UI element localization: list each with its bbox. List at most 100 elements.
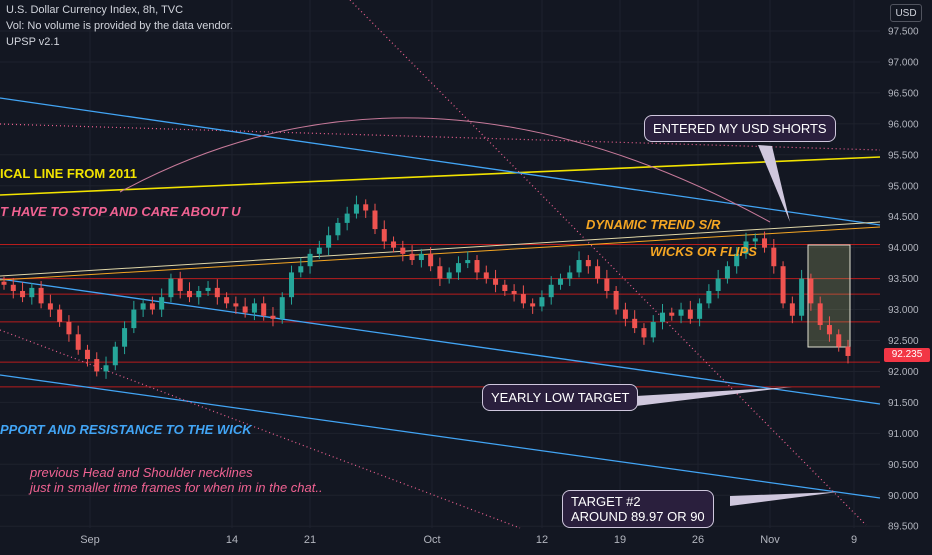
candle-body — [335, 222, 341, 236]
candle-body — [363, 204, 369, 211]
yearly-low-pointer — [636, 387, 792, 406]
candle-body — [595, 266, 601, 279]
candle-body — [66, 321, 72, 335]
candle-body — [279, 297, 285, 319]
dynamic-trend-note: DYNAMIC TREND S/R — [586, 217, 721, 232]
x-tick-label: Oct — [423, 534, 440, 546]
candle-body — [29, 287, 35, 298]
y-tick-label: 94.000 — [888, 243, 919, 254]
candle-body — [1, 281, 7, 285]
candle-body — [159, 297, 165, 310]
candle-body — [567, 272, 573, 279]
last-price-tag: 92.235 — [884, 348, 930, 362]
entered-shorts-callout: ENTERED MY USD SHORTS — [644, 115, 836, 142]
candle-body — [205, 287, 211, 291]
candle-body — [233, 303, 239, 307]
x-tick-label: Sep — [80, 534, 100, 546]
candle-body — [483, 272, 489, 279]
candle-body — [149, 303, 155, 310]
y-tick-label: 95.500 — [888, 150, 919, 161]
candle-body — [446, 272, 452, 279]
candle-body — [122, 328, 128, 347]
dotted-hline — [0, 123, 881, 151]
candle-body — [539, 297, 545, 307]
candle-body — [326, 235, 332, 248]
candle-body — [400, 247, 406, 254]
entered-pointer — [758, 145, 790, 222]
historical-trend-line — [0, 156, 881, 196]
candle-body — [557, 278, 563, 285]
chart-title: U.S. Dollar Currency Index, 8h, TVC — [6, 4, 184, 16]
candle-body — [381, 229, 387, 242]
candle-body — [224, 297, 230, 304]
candle-body — [196, 290, 202, 298]
hs-note-line2: just in smaller time frames for when im … — [30, 480, 323, 495]
candle-body — [771, 247, 777, 267]
y-tick-label: 97.000 — [888, 57, 919, 68]
upper-blue-line — [0, 97, 881, 226]
candle-body — [214, 287, 220, 298]
candle-body — [530, 303, 536, 307]
candle-body — [84, 349, 90, 360]
candle-body — [409, 253, 415, 261]
candle-body — [307, 253, 313, 267]
candle-body — [298, 266, 304, 273]
currency-button[interactable]: USD — [890, 4, 922, 22]
candle-body — [826, 325, 832, 335]
hs-note-line1: previous Head and Shoulder necklines — [30, 465, 253, 480]
candle-body — [455, 263, 461, 273]
candle-body — [734, 253, 740, 267]
y-tick-label: 91.500 — [888, 398, 919, 409]
x-tick-label: 14 — [226, 534, 238, 546]
y-tick-label: 96.000 — [888, 119, 919, 130]
middle-blue-line — [0, 278, 881, 405]
candle-body — [437, 266, 443, 279]
candle-body — [752, 238, 758, 242]
y-tick-label: 93.500 — [888, 274, 919, 285]
candle-body — [103, 365, 109, 372]
target2-line2: AROUND 89.97 OR 90 — [571, 509, 705, 524]
wicks-flips-note: WICKS OR FLIPS — [650, 244, 757, 259]
candle-body — [270, 315, 276, 319]
candle-body — [715, 278, 721, 291]
candle-body — [678, 309, 684, 316]
candle-body — [780, 266, 786, 304]
support-resistance-note: PPORT AND RESISTANCE TO THE WICK — [0, 422, 252, 437]
candle-body — [743, 241, 749, 254]
indicator-label[interactable]: UPSP v2.1 — [6, 36, 60, 48]
candle-body — [502, 284, 508, 291]
candle-body — [47, 303, 53, 310]
candle-body — [10, 284, 16, 291]
x-tick-label: 9 — [851, 534, 857, 546]
y-tick-label: 94.500 — [888, 212, 919, 223]
candle-body — [372, 210, 378, 230]
candle-body — [762, 238, 768, 248]
y-axis: 97.500 97.000 96.500 96.000 95.500 95.000 94.5… — [888, 27, 919, 533]
candle-body — [131, 309, 137, 329]
candle-body — [669, 312, 675, 316]
candle-body — [789, 303, 795, 316]
candle-body — [177, 278, 183, 291]
candle-body — [38, 287, 44, 304]
candle-body — [585, 260, 591, 267]
y-tick-label: 95.000 — [888, 181, 919, 192]
diagonal-dotted-line — [349, 0, 867, 526]
stop-care-note: T HAVE TO STOP AND CARE ABOUT U — [0, 204, 241, 219]
y-tick-label: 93.000 — [888, 305, 919, 316]
lower-dotted-line — [0, 329, 521, 529]
candle-body — [353, 204, 359, 214]
candle-body — [474, 260, 480, 273]
candle-body — [316, 247, 322, 254]
x-axis: Sep 14 21 Oct 12 19 26 Nov 9 — [80, 534, 857, 546]
candles — [1, 195, 851, 379]
y-tick-label: 96.500 — [888, 88, 919, 99]
candle-body — [641, 328, 647, 338]
grid — [0, 0, 880, 528]
target2-line1: TARGET #2 — [571, 494, 641, 509]
candle-body — [817, 303, 823, 326]
candle-body — [94, 359, 100, 372]
candle-body — [57, 309, 63, 322]
arc-curve — [119, 117, 771, 223]
